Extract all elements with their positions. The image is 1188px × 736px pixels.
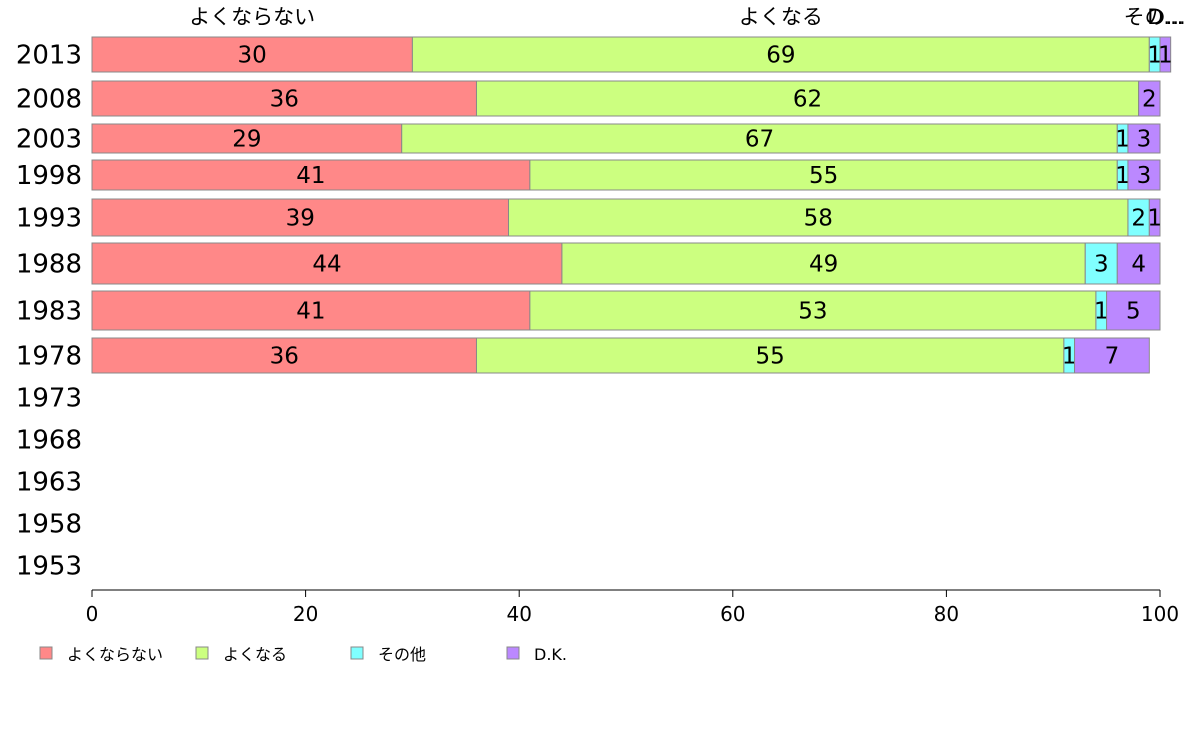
legend-label-0: よくならない (67, 645, 163, 664)
data-label-2013-series-3: 1 (1158, 43, 1173, 69)
data-label-1993-series-0: 39 (286, 206, 315, 232)
data-label-1998-series-1: 55 (809, 163, 838, 189)
legend-swatch-3 (506, 646, 520, 660)
data-label-1993-series-1: 58 (804, 206, 833, 232)
bar-1993-series-0 (91, 198, 510, 237)
bar-1988-series-0 (91, 242, 563, 285)
data-label-1983-series-3: 5 (1126, 299, 1141, 325)
data-label-2008-series-1: 62 (793, 87, 822, 113)
segment-headers: よくならない よくなる その...D... (189, 5, 1185, 29)
legend-label-3: D.K. (534, 645, 567, 664)
bar-2013-series-3 (1159, 36, 1172, 73)
y-axis-labels: 2013 2008 2003 1998 1993 1988 1983 1978 1973 1968… (16, 41, 82, 582)
y-tick-label-1963: 1963 (16, 468, 82, 498)
y-tick-label-1988: 1988 (16, 250, 82, 280)
legend: よくならない よくなる その他 D.K. (39, 645, 567, 664)
bar-1978-series-0 (91, 337, 477, 374)
bar-2003-series-0 (91, 123, 403, 154)
bar-1998-series-0 (91, 159, 531, 191)
data-label-2013-series-2: 1 (1147, 43, 1162, 69)
x-axis: 0 20 40 60 80 100 (86, 589, 1179, 626)
data-label-2003-series-0: 29 (232, 127, 261, 153)
legend-swatch-0 (39, 646, 53, 660)
y-tick-label-1953: 1953 (16, 552, 82, 582)
bar-1988-series-1 (561, 242, 1086, 285)
data-label-2003-series-3: 3 (1137, 127, 1152, 153)
data-label-1993-series-3: 1 (1147, 206, 1162, 232)
bar-2013-series-1 (411, 36, 1150, 73)
bar-1983-series-0 (91, 290, 531, 331)
x-tick-label-60: 60 (720, 602, 745, 626)
data-label-2008-series-0: 36 (270, 87, 299, 113)
x-tick-label-20: 20 (293, 602, 318, 626)
bar-2003-series-3 (1127, 123, 1161, 154)
x-tick-label-40: 40 (506, 602, 531, 626)
y-tick-label-1968: 1968 (16, 426, 82, 456)
data-label-1998-series-0: 41 (296, 163, 325, 189)
data-label-1998-series-3: 3 (1137, 163, 1152, 189)
data-label-1983-series-1: 53 (798, 299, 827, 325)
x-tick-label-0: 0 (86, 602, 99, 626)
data-label-1988-series-2: 3 (1094, 252, 1109, 278)
legend-swatch-2 (350, 646, 364, 660)
legend-label-1: よくなる (223, 645, 287, 664)
y-tick-label-1973: 1973 (16, 384, 82, 414)
bar-1988-series-3 (1116, 242, 1161, 285)
y-tick-label-1998: 1998 (16, 161, 82, 191)
bar-1978-series-3 (1074, 337, 1150, 374)
data-label-1983-series-2: 1 (1094, 299, 1109, 325)
bar-2008-series-3 (1138, 80, 1161, 117)
bar-2003-series-1 (401, 123, 1118, 154)
segment-header-3: D... (1147, 5, 1183, 29)
segment-header-1: よくなる (739, 5, 823, 29)
data-label-1978-series-3: 7 (1105, 344, 1120, 370)
bar-1993-series-3 (1148, 198, 1161, 237)
y-tick-label-1983: 1983 (16, 297, 82, 327)
data-label-1978-series-1: 55 (756, 344, 785, 370)
data-label-1978-series-2: 1 (1062, 344, 1077, 370)
legend-swatch-1 (195, 646, 209, 660)
data-label-2003-series-1: 67 (745, 127, 774, 153)
bar-1998-series-3 (1127, 159, 1161, 191)
y-tick-label-1958: 1958 (16, 510, 82, 540)
bar-1988-series-2 (1084, 242, 1118, 285)
y-tick-label-2003: 2003 (16, 125, 82, 155)
data-label-1993-series-2: 2 (1131, 206, 1146, 232)
data-label-1978-series-0: 36 (270, 344, 299, 370)
data-label-1988-series-3: 4 (1131, 252, 1146, 278)
bar-1998-series-1 (529, 159, 1118, 191)
bar-1993-series-1 (508, 198, 1129, 237)
y-tick-label-1993: 1993 (16, 204, 82, 234)
x-tick-label-100: 100 (1141, 602, 1179, 626)
bar-1978-series-1 (475, 337, 1065, 374)
bar-2013-series-0 (91, 36, 413, 73)
legend-label-2: その他 (378, 645, 426, 664)
data-label-2003-series-2: 1 (1115, 127, 1130, 153)
data-label-1988-series-0: 44 (312, 252, 341, 278)
data-label-1988-series-1: 49 (809, 252, 838, 278)
data-label-1998-series-2: 1 (1115, 163, 1130, 189)
bar-1983-series-3 (1106, 290, 1161, 331)
bar-1983-series-1 (529, 290, 1097, 331)
data-label-2013-series-0: 30 (238, 43, 267, 69)
y-tick-label-2013: 2013 (16, 41, 82, 71)
data-label-2008-series-3: 2 (1142, 87, 1157, 113)
x-tick-label-80: 80 (934, 602, 959, 626)
data-label-1983-series-0: 41 (296, 299, 325, 325)
data-label-2013-series-1: 69 (766, 43, 795, 69)
segment-header-2: その... (1124, 5, 1186, 29)
y-tick-label-1978: 1978 (16, 342, 82, 372)
y-tick-label-2008: 2008 (16, 85, 82, 115)
segment-header-0: よくならない (189, 5, 315, 29)
